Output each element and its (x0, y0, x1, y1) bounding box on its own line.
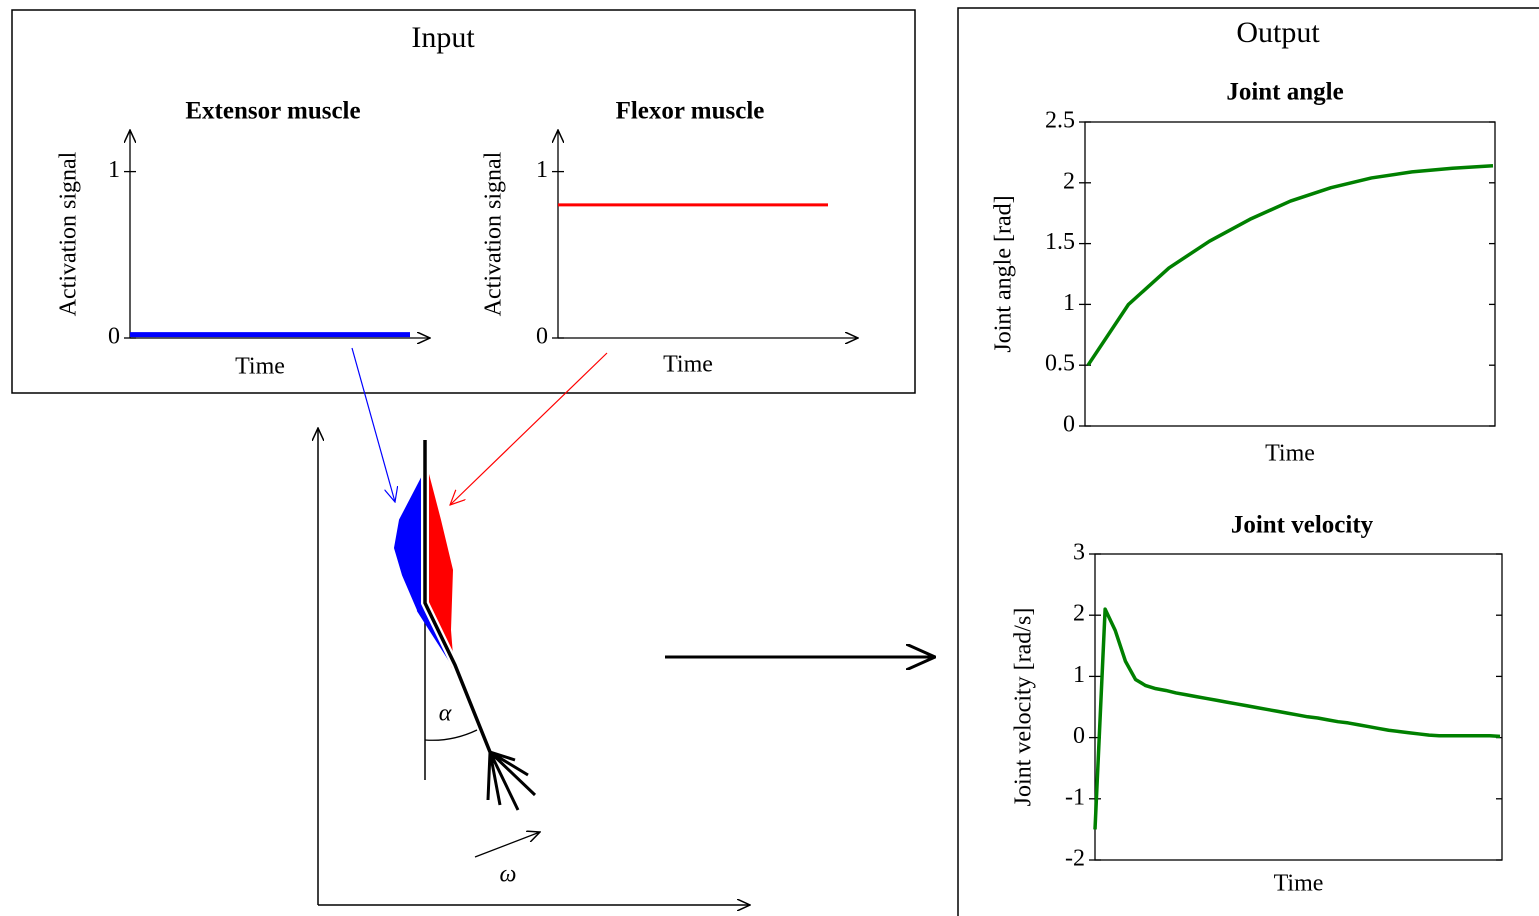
x-axis-label: Time (1265, 441, 1315, 467)
extensor-arrow (351, 347, 395, 502)
y-axis-label: Joint angle [rad] (991, 195, 1017, 352)
velocity-label: ω (500, 862, 517, 888)
angle-label: α (439, 701, 452, 727)
x-axis-label: Time (663, 352, 713, 378)
y-tick-label: 0.5 (1045, 351, 1075, 377)
y-tick-label: -2 (1065, 846, 1085, 872)
plot-frame (1094, 553, 1503, 861)
flexor-arrow (450, 352, 608, 505)
y-tick-label: 1.5 (1045, 229, 1075, 255)
output-title: Output (1236, 16, 1320, 49)
y-tick-label: 0 (1063, 412, 1075, 438)
y-axis-label: Joint velocity [rad/s] (1011, 608, 1037, 807)
chart-title: Joint velocity (1231, 512, 1374, 539)
y-tick-label: 0 (1073, 723, 1085, 749)
y-tick-label: 2 (1073, 601, 1085, 627)
plot-frame (1084, 121, 1496, 427)
y-tick-label: 1 (108, 157, 120, 183)
y-tick-label: -1 (1065, 784, 1085, 810)
x-axis-label: Time (235, 354, 285, 380)
y-tick-label: 1 (1063, 290, 1075, 316)
y-tick-label: 2 (1063, 168, 1075, 194)
y-tick-label: 0 (108, 324, 120, 350)
y-tick-label: 1 (1073, 662, 1085, 688)
chart-title: Extensor muscle (185, 98, 360, 125)
output-panel (957, 7, 1539, 916)
x-axis-label: Time (1274, 871, 1324, 897)
y-tick-label: 0 (536, 324, 548, 350)
data-line (1086, 164, 1494, 367)
y-axis-label: Activation signal (56, 151, 82, 316)
y-tick-label: 1 (536, 157, 548, 183)
chart-title: Flexor muscle (616, 98, 765, 125)
input-title: Input (411, 21, 475, 54)
arm-diagram (318, 428, 750, 905)
y-axis-label: Activation signal (481, 151, 507, 316)
y-tick-label: 2.5 (1045, 108, 1075, 134)
y-tick-label: 3 (1073, 540, 1085, 566)
chart-title: Joint angle (1226, 79, 1343, 106)
input-panel (11, 9, 916, 394)
data-line (1093, 607, 1501, 830)
